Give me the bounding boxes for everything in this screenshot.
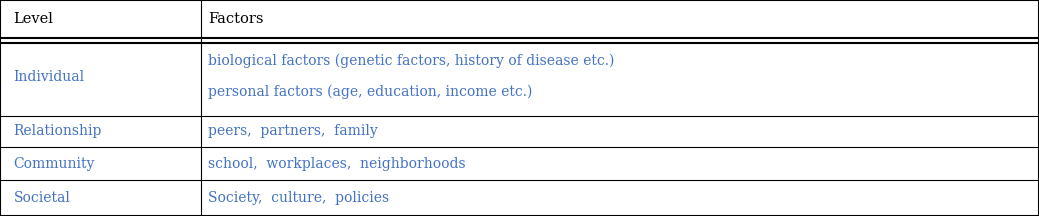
Text: Relationship: Relationship — [14, 124, 102, 138]
Text: biological factors (genetic factors, history of disease etc.): biological factors (genetic factors, his… — [208, 54, 614, 68]
Text: Societal: Societal — [14, 191, 71, 205]
Text: peers,  partners,  family: peers, partners, family — [208, 124, 377, 138]
Text: school,  workplaces,  neighborhoods: school, workplaces, neighborhoods — [208, 157, 465, 171]
Text: Level: Level — [14, 12, 53, 26]
Text: Factors: Factors — [208, 12, 263, 26]
Text: Community: Community — [14, 157, 95, 171]
Text: personal factors (age, education, income etc.): personal factors (age, education, income… — [208, 85, 532, 99]
Text: Individual: Individual — [14, 70, 84, 84]
Text: Society,  culture,  policies: Society, culture, policies — [208, 191, 389, 205]
